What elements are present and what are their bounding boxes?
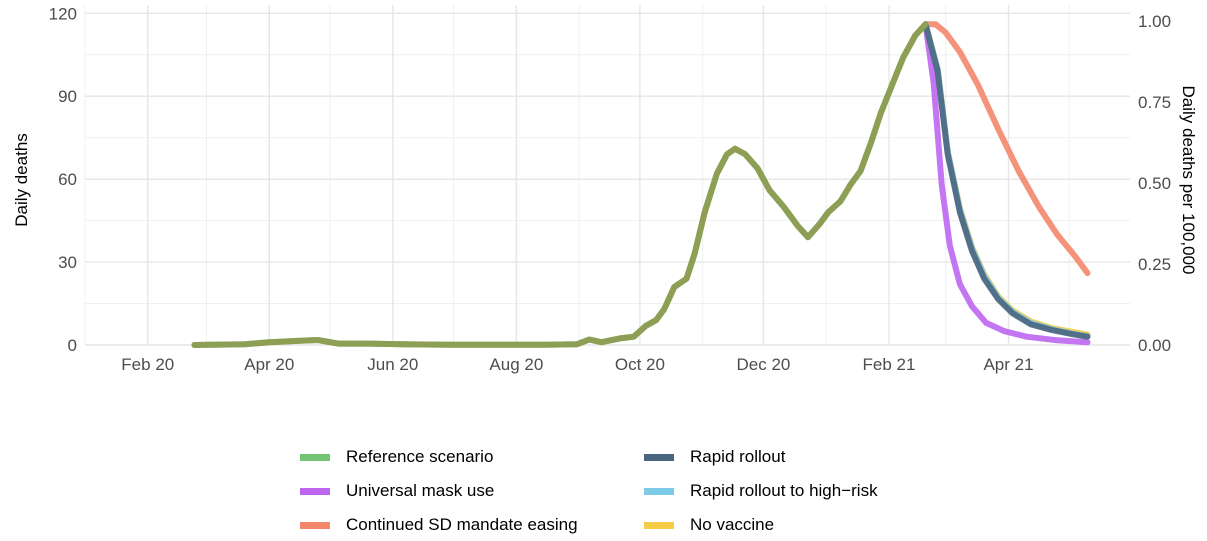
x-tick-label: Apr 21 [983, 355, 1033, 374]
y-tick-label-left: 90 [58, 87, 77, 106]
y-tick-label-right: 0.25 [1138, 255, 1171, 274]
legend-item: Reference scenario [300, 442, 493, 472]
legend-swatch [300, 487, 330, 495]
legend-label: Reference scenario [346, 447, 494, 466]
y-tick-label-left: 60 [58, 170, 77, 189]
y-tick-label-right: 0.00 [1138, 336, 1171, 355]
series-line-4 [922, 21, 1091, 340]
x-tick-label: Jun 20 [367, 355, 418, 374]
ticks: 0 30 60 90 120 0.00 0.25 0.50 0.75 1.00 Feb 20 Apr … [49, 4, 1171, 374]
legend-swatch [644, 487, 674, 495]
chart: 0 30 60 90 120 0.00 0.25 0.50 0.75 1.00 Feb 20 Apr … [12, 4, 1198, 374]
series-layer [191, 21, 1091, 348]
legend-label: Universal mask use [346, 481, 495, 500]
x-tick-label: Oct 20 [615, 355, 665, 374]
legend-swatch [644, 453, 674, 461]
legend-swatch [300, 453, 330, 461]
y-axis-title-right: Daily deaths per 100,000 [1179, 85, 1198, 274]
legend-swatch [300, 521, 330, 529]
x-tick-label: Dec 20 [737, 355, 791, 374]
y-tick-label-left: 30 [58, 253, 77, 272]
legend: Reference scenario Universal mask use Cont… [300, 442, 1000, 538]
legend-item: No vaccine [644, 510, 774, 540]
legend-item: Rapid rollout [644, 442, 785, 472]
y-axis-title-left: Daily deaths [12, 133, 31, 227]
grid [84, 5, 1130, 346]
x-tick-label: Apr 20 [244, 355, 294, 374]
y-tick-label-left: 0 [68, 336, 77, 355]
y-tick-label-right: 0.75 [1138, 93, 1171, 112]
legend-label: No vaccine [690, 515, 775, 534]
series-line-2 [922, 21, 1091, 277]
series-line-3 [922, 21, 1091, 340]
legend-item: Continued SD mandate easing [300, 510, 578, 540]
y-tick-label-left: 120 [49, 4, 77, 23]
legend-item: Rapid rollout to high−risk [644, 476, 878, 506]
y-tick-label-right: 0.50 [1138, 174, 1171, 193]
x-tick-label: Feb 21 [863, 355, 916, 374]
legend-item: Universal mask use [300, 476, 494, 506]
legend-label: Rapid rollout [690, 447, 786, 466]
legend-swatch [644, 521, 674, 529]
shared-history-line [191, 21, 929, 348]
x-tick-label: Feb 20 [121, 355, 174, 374]
y-tick-label-right: 1.00 [1138, 12, 1171, 31]
series-line-1 [922, 21, 1091, 346]
legend-label: Rapid rollout to high−risk [690, 481, 878, 500]
x-tick-label: Aug 20 [489, 355, 543, 374]
legend-label: Continued SD mandate easing [346, 515, 578, 534]
